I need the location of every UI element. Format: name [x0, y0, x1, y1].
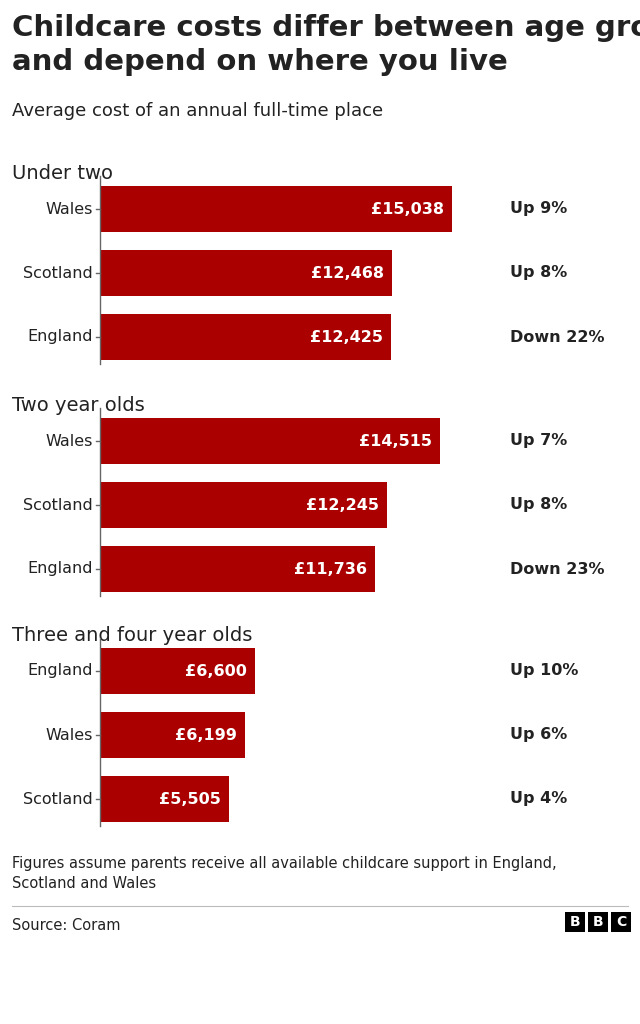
Text: £14,515: £14,515	[359, 433, 432, 449]
Text: Source: Coram: Source: Coram	[12, 918, 120, 933]
Text: Up 4%: Up 4%	[510, 792, 567, 807]
Text: B: B	[570, 915, 580, 929]
Bar	[100, 712, 245, 758]
Text: Average cost of an annual full-time place: Average cost of an annual full-time plac…	[12, 102, 383, 120]
Text: Down 23%: Down 23%	[510, 561, 605, 577]
Text: £6,600: £6,600	[185, 664, 246, 679]
Text: Scotland: Scotland	[23, 265, 93, 281]
Text: England: England	[28, 664, 93, 679]
Text: Scotland: Scotland	[23, 792, 93, 807]
Text: Figures assume parents receive all available childcare support in England,
Scotl: Figures assume parents receive all avail…	[12, 856, 557, 891]
Bar	[611, 912, 631, 932]
Text: £5,505: £5,505	[159, 792, 221, 807]
Text: £15,038: £15,038	[371, 202, 444, 216]
Bar	[100, 648, 255, 694]
Text: Up 8%: Up 8%	[510, 265, 567, 281]
Text: Childcare costs differ between age groups
and depend on where you live: Childcare costs differ between age group…	[12, 14, 640, 76]
Text: Scotland: Scotland	[23, 498, 93, 512]
Bar	[100, 250, 392, 296]
Text: England: England	[28, 330, 93, 344]
Bar	[100, 314, 391, 360]
Text: B: B	[593, 915, 604, 929]
Bar	[100, 776, 229, 822]
Text: Three and four year olds: Three and four year olds	[12, 626, 252, 645]
Bar	[100, 482, 387, 528]
Text: Under two: Under two	[12, 164, 113, 183]
Text: Up 6%: Up 6%	[510, 727, 567, 742]
Bar	[100, 546, 375, 592]
Text: £12,425: £12,425	[310, 330, 383, 344]
Text: Wales: Wales	[45, 433, 93, 449]
Bar	[100, 186, 452, 232]
Text: Up 9%: Up 9%	[510, 202, 567, 216]
Bar	[565, 912, 585, 932]
Text: Up 7%: Up 7%	[510, 433, 567, 449]
Text: Wales: Wales	[45, 727, 93, 742]
Text: Two year olds: Two year olds	[12, 396, 145, 415]
Text: Up 8%: Up 8%	[510, 498, 567, 512]
Text: Wales: Wales	[45, 202, 93, 216]
Text: £12,468: £12,468	[311, 265, 384, 281]
Text: Down 22%: Down 22%	[510, 330, 605, 344]
Text: £6,199: £6,199	[175, 727, 237, 742]
Text: Up 10%: Up 10%	[510, 664, 579, 679]
Text: £11,736: £11,736	[294, 561, 367, 577]
Text: £12,245: £12,245	[306, 498, 379, 512]
Text: England: England	[28, 561, 93, 577]
Bar	[588, 912, 608, 932]
Bar	[100, 418, 440, 464]
Text: C: C	[616, 915, 626, 929]
